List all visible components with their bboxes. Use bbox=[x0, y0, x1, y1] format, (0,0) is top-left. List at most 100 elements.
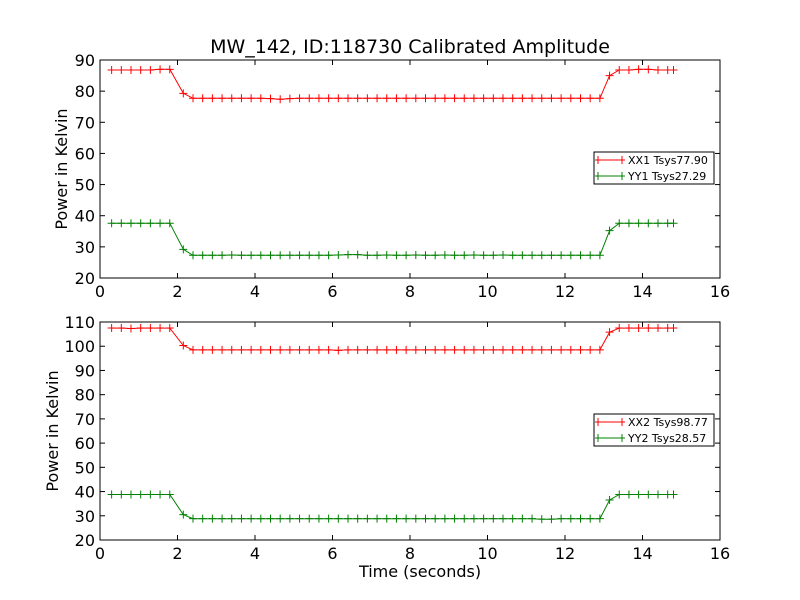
x-tick-label: 6 bbox=[327, 544, 337, 563]
data-point bbox=[440, 345, 449, 354]
data-point bbox=[179, 510, 188, 519]
data-point bbox=[295, 251, 304, 260]
y-tick-label: 90 bbox=[75, 51, 95, 70]
legend-box bbox=[593, 151, 715, 185]
legend-label: YY2 Tsys28.57 bbox=[627, 432, 706, 445]
data-point bbox=[179, 341, 188, 350]
x-tick-label: 16 bbox=[710, 282, 730, 301]
y-tick-label: 110 bbox=[64, 313, 95, 332]
data-point bbox=[189, 251, 197, 260]
data-point bbox=[479, 251, 488, 260]
legend-marker bbox=[595, 434, 625, 442]
data-point bbox=[624, 324, 633, 333]
data-point bbox=[334, 514, 343, 523]
data-point bbox=[373, 94, 382, 103]
x-tick-label: 2 bbox=[172, 544, 182, 563]
data-point bbox=[440, 250, 449, 259]
data-point bbox=[344, 345, 352, 354]
data-point bbox=[595, 345, 604, 354]
data-point bbox=[595, 251, 604, 260]
data-point bbox=[136, 65, 145, 74]
data-point bbox=[237, 251, 246, 260]
x-tick-label: 6 bbox=[327, 282, 337, 301]
data-point bbox=[634, 490, 643, 499]
data-point bbox=[218, 514, 227, 523]
data-point bbox=[624, 490, 633, 499]
legend-marker bbox=[595, 172, 625, 180]
data-point bbox=[305, 94, 314, 103]
data-point bbox=[392, 94, 401, 103]
data-point bbox=[256, 251, 265, 260]
y-tick-label: 60 bbox=[75, 144, 95, 163]
data-point bbox=[146, 490, 155, 499]
data-point bbox=[305, 251, 314, 260]
data-point bbox=[256, 94, 265, 103]
data-point bbox=[107, 490, 116, 499]
data-point bbox=[373, 345, 382, 354]
data-point bbox=[146, 65, 155, 74]
data-point bbox=[305, 514, 314, 523]
series-line-1 bbox=[111, 68, 674, 100]
data-point bbox=[237, 514, 246, 523]
data-point bbox=[334, 250, 343, 259]
data-point bbox=[450, 345, 459, 354]
data-point bbox=[576, 251, 585, 260]
data-point bbox=[382, 94, 391, 103]
data-point bbox=[411, 250, 420, 259]
y-tick-label: 100 bbox=[64, 337, 95, 356]
data-point bbox=[440, 94, 449, 103]
data-point bbox=[334, 346, 343, 355]
series-line-1 bbox=[111, 327, 674, 351]
data-point bbox=[382, 250, 391, 259]
data-point bbox=[654, 65, 662, 74]
data-point bbox=[411, 345, 420, 354]
data-point bbox=[136, 324, 145, 333]
x-tick-label: 14 bbox=[632, 282, 652, 301]
data-point bbox=[314, 94, 323, 103]
data-point bbox=[198, 514, 207, 523]
data-point bbox=[285, 94, 294, 103]
data-point bbox=[392, 251, 401, 260]
data-point bbox=[605, 496, 614, 505]
data-point bbox=[402, 94, 411, 103]
data-point bbox=[314, 251, 323, 260]
data-point bbox=[547, 94, 556, 103]
data-point bbox=[198, 251, 207, 260]
data-point bbox=[227, 345, 236, 354]
data-point bbox=[363, 251, 372, 260]
data-point bbox=[518, 251, 527, 260]
data-point bbox=[411, 514, 420, 523]
data-point bbox=[402, 345, 411, 354]
data-point bbox=[373, 514, 382, 523]
data-point bbox=[305, 345, 314, 354]
y-tick-label: 30 bbox=[75, 238, 95, 257]
data-point bbox=[508, 94, 517, 103]
data-point bbox=[605, 71, 614, 80]
data-point bbox=[586, 251, 595, 260]
data-point bbox=[499, 345, 507, 354]
data-point bbox=[421, 94, 430, 103]
data-point bbox=[107, 324, 116, 333]
data-point bbox=[324, 514, 333, 523]
data-point bbox=[127, 65, 135, 74]
data-point bbox=[624, 65, 633, 74]
data-point bbox=[518, 345, 527, 354]
legend-label: YY1 Tsys27.29 bbox=[627, 170, 706, 183]
data-point bbox=[528, 251, 537, 260]
data-point bbox=[344, 250, 352, 259]
data-point bbox=[557, 94, 566, 103]
data-point bbox=[276, 514, 285, 523]
data-point bbox=[402, 514, 411, 523]
data-point bbox=[508, 251, 517, 260]
data-point bbox=[669, 65, 678, 74]
data-point bbox=[654, 219, 662, 228]
data-point bbox=[127, 490, 135, 499]
data-point bbox=[382, 514, 391, 523]
data-point bbox=[373, 251, 382, 260]
data-point bbox=[363, 514, 372, 523]
x-tick-label: 14 bbox=[632, 544, 652, 563]
data-point bbox=[479, 94, 488, 103]
data-point bbox=[654, 324, 662, 333]
data-point bbox=[431, 94, 440, 103]
data-point bbox=[469, 345, 478, 354]
